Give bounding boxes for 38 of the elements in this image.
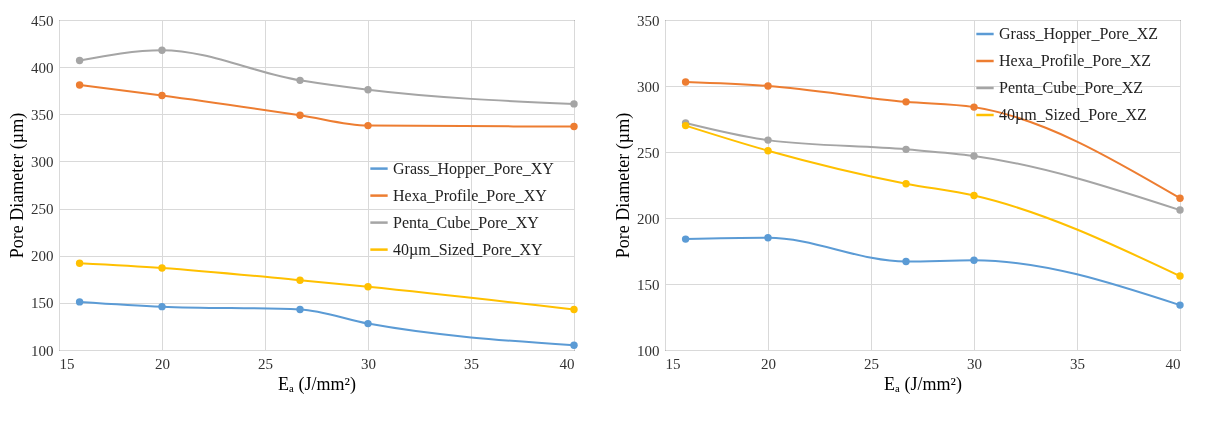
- x-tick-label: 35: [1070, 355, 1085, 372]
- y-tick-label: 100: [637, 342, 660, 359]
- y-tick-label: 200: [31, 248, 54, 265]
- x-tick-label: 35: [464, 355, 479, 372]
- x-tick-label: 25: [258, 355, 273, 372]
- y-axis-title: Pore Diameter (µm): [613, 112, 634, 259]
- x-tick-label: 15: [59, 355, 75, 372]
- y-tick-label: 400: [31, 59, 54, 76]
- legend-label: Penta_Cube_Pore_XZ: [999, 79, 1143, 96]
- legend-label: Grass_Hopper_Pore_XY: [393, 159, 555, 178]
- x-axis-title: Eₐ (J/mm²): [884, 373, 962, 395]
- x-axis-title: Eₐ (J/mm²): [278, 373, 356, 395]
- x-tick-label: 15: [665, 355, 681, 372]
- y-tick-label: 200: [637, 210, 660, 227]
- x-tick-label: 25: [864, 355, 879, 372]
- x-tick-label: 40: [1165, 355, 1181, 372]
- legend-label: 40µm_Sized_Pore_XZ: [999, 106, 1147, 124]
- y-tick-label: 150: [31, 295, 54, 312]
- legend-label: Hexa_Profile_Pore_XZ: [999, 52, 1151, 69]
- y-tick-label: 450: [31, 12, 54, 29]
- y-tick-label: 100: [31, 342, 54, 359]
- legend-label: 40µm_Sized_Pore_XY: [393, 240, 544, 259]
- legend-label: Hexa_Profile_Pore_XY: [393, 186, 548, 204]
- y-tick-label: 350: [637, 12, 660, 29]
- x-tick-label: 20: [761, 355, 776, 372]
- legend-label: Grass_Hopper_Pore_XZ: [999, 25, 1159, 43]
- x-tick-label: 20: [155, 355, 170, 372]
- x-tick-label: 40: [559, 355, 575, 372]
- y-axis-title: Pore Diameter (µm): [7, 112, 28, 259]
- y-tick-label: 250: [637, 144, 660, 161]
- x-tick-label: 30: [361, 355, 376, 372]
- y-tick-label: 350: [31, 106, 54, 123]
- legend-label: Penta_Cube_Pore_XY: [393, 213, 540, 231]
- y-tick-label: 150: [637, 276, 660, 293]
- y-tick-label: 300: [31, 153, 54, 170]
- y-tick-label: 300: [637, 78, 660, 95]
- x-tick-label: 30: [967, 355, 982, 372]
- y-tick-label: 250: [31, 201, 54, 218]
